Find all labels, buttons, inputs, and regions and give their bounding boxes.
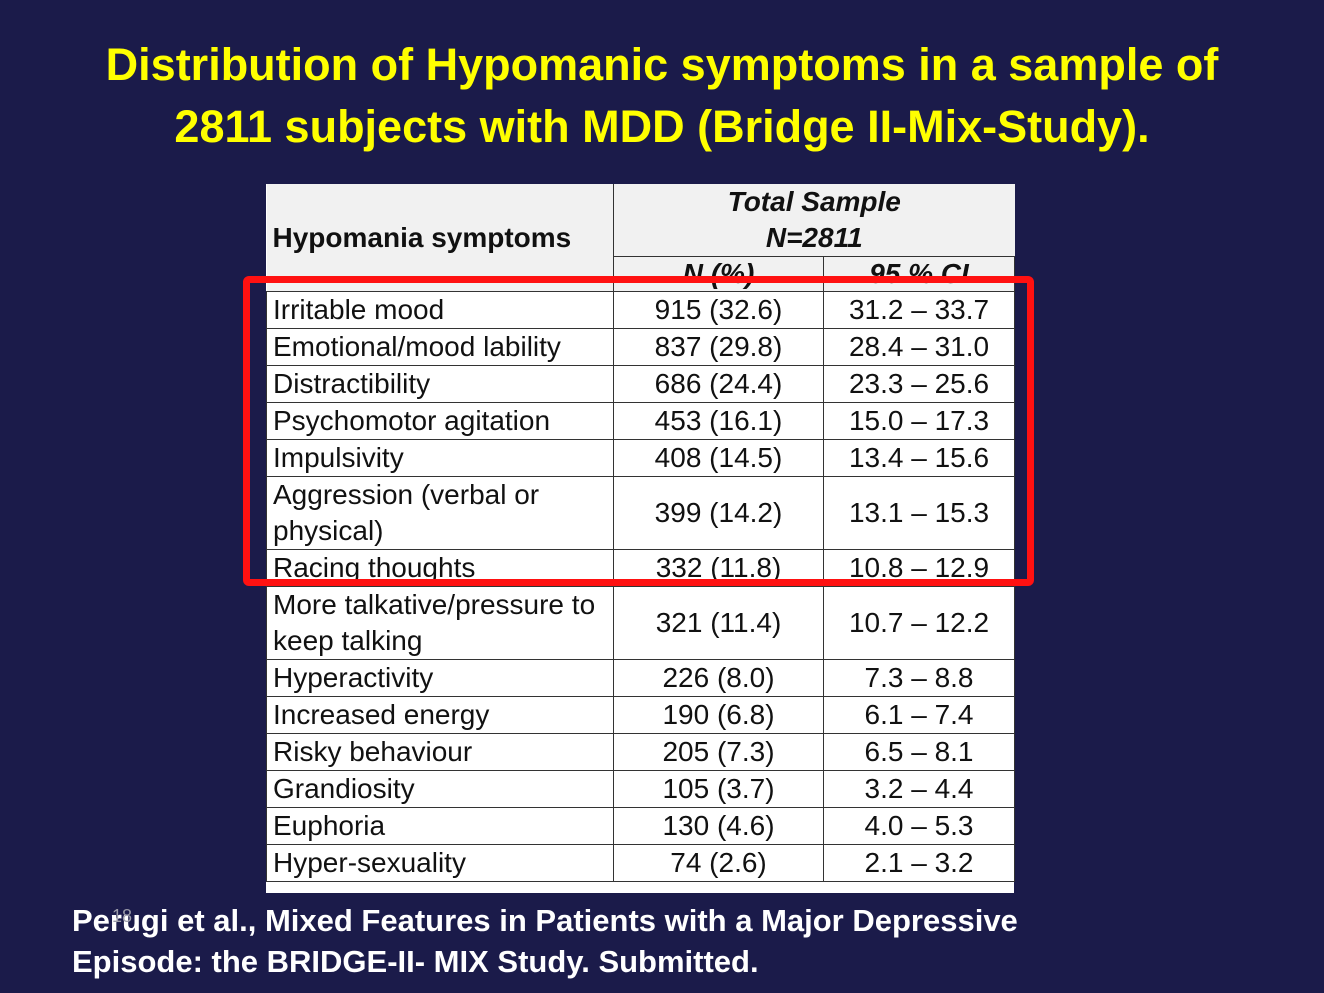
table-row: Hyper-sexuality 74 (2.6) 2.1 – 3.2	[266, 844, 1016, 882]
table-row: Psychomotor agitation 453 (16.1) 15.0 – 17…	[266, 402, 1016, 440]
ci-cell: 3.2 – 4.4	[822, 770, 1016, 808]
ci-cell: 7.3 – 8.8	[822, 659, 1016, 697]
header-total-line-2: N=2811	[765, 222, 863, 253]
highlight-box	[243, 276, 1034, 586]
symptom-cell: Euphoria	[266, 807, 614, 845]
table-row: Euphoria 130 (4.6) 4.0 – 5.3	[266, 807, 1016, 845]
slide-title-line-2: 2811 subjects with MDD (Bridge II-Mix-St…	[174, 101, 1150, 152]
table-row: Distractibility 686 (24.4) 23.3 – 25.6	[266, 365, 1016, 403]
n-percent-cell: 837 (29.8)	[613, 328, 824, 366]
symptom-cell: Emotional/mood lability	[266, 328, 614, 366]
table-body: Irritable mood 915 (32.6) 31.2 – 33.7 Emoti…	[266, 291, 1016, 882]
ci-cell: 13.1 – 15.3	[822, 476, 1016, 550]
header-n-percent: N (%)	[613, 256, 824, 292]
ci-cell: 6.1 – 7.4	[822, 696, 1016, 734]
slide-title: Distribution of Hypomanic symptoms in a …	[0, 34, 1324, 158]
header-symptoms: Hypomania symptoms	[266, 184, 614, 292]
n-percent-cell: 205 (7.3)	[613, 733, 824, 771]
n-percent-cell: 105 (3.7)	[613, 770, 824, 808]
ci-cell: 2.1 – 3.2	[822, 844, 1016, 882]
symptom-cell: Risky behaviour	[266, 733, 614, 771]
symptom-cell: Impulsivity	[266, 439, 614, 477]
n-percent-cell: 190 (6.8)	[613, 696, 824, 734]
table-row: Increased energy 190 (6.8) 6.1 – 7.4	[266, 696, 1016, 734]
n-percent-cell: 453 (16.1)	[613, 402, 824, 440]
citation-line-1: Perugi et al., Mixed Features in Patient…	[72, 903, 1018, 938]
n-percent-cell: 321 (11.4)	[613, 586, 824, 660]
ci-cell: 10.7 – 12.2	[822, 586, 1016, 660]
citation-line-2: Episode: the BRIDGE-II- MIX Study. Submi…	[72, 944, 759, 979]
ci-cell: 15.0 – 17.3	[822, 402, 1016, 440]
symptom-cell: Grandiosity	[266, 770, 614, 808]
symptoms-table: Hypomania symptoms Total Sample N=2811 N…	[266, 184, 1016, 882]
symptom-cell: Increased energy	[266, 696, 614, 734]
symptom-cell: Distractibility	[266, 365, 614, 403]
n-percent-cell: 226 (8.0)	[613, 659, 824, 697]
ci-cell: 6.5 – 8.1	[822, 733, 1016, 771]
ci-cell: 23.3 – 25.6	[822, 365, 1016, 403]
n-percent-cell: 74 (2.6)	[613, 844, 824, 882]
table-row: Risky behaviour 205 (7.3) 6.5 – 8.1	[266, 733, 1016, 771]
table-row: More talkative/pressure to keep talking 3…	[266, 586, 1016, 660]
symptoms-table-container: Hypomania symptoms Total Sample N=2811 N…	[266, 184, 1016, 893]
symptom-cell: Hyper-sexuality	[266, 844, 614, 882]
ci-cell: 31.2 – 33.7	[822, 291, 1016, 329]
n-percent-cell: 915 (32.6)	[613, 291, 824, 329]
slide-number: 18	[112, 906, 133, 926]
n-percent-cell: 130 (4.6)	[613, 807, 824, 845]
header-total-sample: Total Sample N=2811	[612, 184, 1015, 257]
ci-cell: 4.0 – 5.3	[822, 807, 1016, 845]
symptom-cell: More talkative/pressure to keep talking	[266, 586, 614, 660]
symptom-cell: Psychomotor agitation	[266, 402, 614, 440]
symptom-cell: Aggression (verbal or physical)	[266, 476, 614, 550]
table-row: Grandiosity 105 (3.7) 3.2 – 4.4	[266, 770, 1016, 808]
header-total-line-1: Total Sample	[727, 186, 901, 217]
ci-cell: 13.4 – 15.6	[822, 439, 1016, 477]
slide-title-line-1: Distribution of Hypomanic symptoms in a …	[105, 39, 1219, 90]
symptom-cell: Hyperactivity	[266, 659, 614, 697]
n-percent-cell: 399 (14.2)	[613, 476, 824, 550]
table-row: Hyperactivity 226 (8.0) 7.3 – 8.8	[266, 659, 1016, 697]
header-confidence-interval: 95 % CI	[822, 256, 1016, 292]
citation: Perugi et al., Mixed Features in Patient…	[72, 900, 1018, 982]
table-row: Aggression (verbal or physical) 399 (14.2…	[266, 476, 1016, 550]
